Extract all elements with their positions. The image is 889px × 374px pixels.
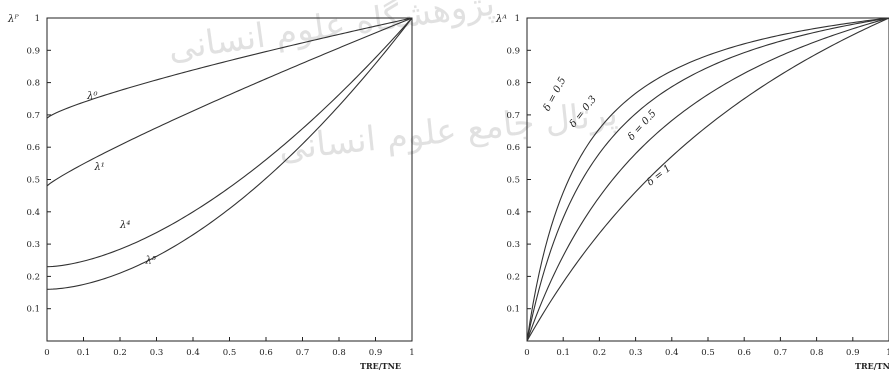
series-line <box>526 17 889 342</box>
series-line <box>526 17 889 342</box>
x-tick-label: 0.7 <box>774 348 788 358</box>
y-tick-label: 0.9 <box>506 46 520 56</box>
y-tick-label: 0.4 <box>506 208 520 218</box>
x-tick-label: 0 <box>524 348 529 358</box>
x-tick-label: 0.2 <box>593 348 607 358</box>
plot-frame <box>46 17 413 342</box>
series-label: λ¹ <box>93 162 104 173</box>
series-label: δ = 0.5 <box>626 108 659 143</box>
y-axis-label: λᴾ <box>7 14 19 25</box>
x-tick-label: 0.8 <box>810 348 824 358</box>
y-tick-label: 0.3 <box>506 240 520 250</box>
x-tick-label: 0.4 <box>665 348 679 358</box>
x-tick-label: 0.5 <box>223 348 237 358</box>
x-axis-label: TRE/TNE <box>855 361 889 371</box>
y-tick-label: 0.5 <box>506 176 520 186</box>
series-line <box>46 17 413 268</box>
series-label: λ⁰ <box>86 91 97 102</box>
y-tick-label: 0.3 <box>26 240 40 250</box>
series-line <box>526 17 889 342</box>
y-tick-label: 0.1 <box>26 305 40 315</box>
chart-left: 0 0.1 0.2 0.3 0.4 0.5 0.6 0.7 0.8 0.9 1 0.1 0.2 0.3 0.… <box>7 14 415 371</box>
x-tick-label: 0.1 <box>556 348 570 358</box>
x-axis-label: TRE/TNE <box>360 361 401 371</box>
x-tick-label: 0.9 <box>369 348 383 358</box>
x-tick-label: 1 <box>886 348 889 358</box>
y-axis-label: λᴬ <box>495 14 507 25</box>
series-label: λ⁵ <box>145 255 156 266</box>
x-tick-label: 0.5 <box>701 348 715 358</box>
x-tick-label: 0.6 <box>737 348 751 358</box>
series-line <box>46 17 413 290</box>
y-tick-label: 0.2 <box>26 272 40 282</box>
x-tick-label: 0.2 <box>113 348 127 358</box>
x-tick-label: 0.9 <box>846 348 860 358</box>
x-tick-label: 0.8 <box>332 348 346 358</box>
x-tick-label: 0.1 <box>77 348 91 358</box>
y-tick-label: 0.1 <box>506 305 520 315</box>
x-tick-label: 0.6 <box>259 348 273 358</box>
x-tick-label: 0.3 <box>150 348 164 358</box>
y-tick-label: 0.6 <box>26 143 40 153</box>
series-label: δ = 1 <box>645 163 673 188</box>
svg-text:پژوهشگاه علوم انسانی: پژوهشگاه علوم انسانی <box>166 0 497 69</box>
y-tick-label: 0.8 <box>506 79 520 89</box>
y-tick-label: 0.6 <box>506 143 520 153</box>
y-tick-label: 0.9 <box>26 46 40 56</box>
series-line <box>46 17 413 187</box>
y-tick-label: 0.5 <box>26 176 40 186</box>
y-tick-label: 0.2 <box>506 272 520 282</box>
series-line <box>526 17 889 342</box>
y-tick-label: 0.7 <box>506 111 520 121</box>
plot-frame <box>526 17 889 342</box>
y-tick-label: 1 <box>515 14 520 24</box>
y-tick-label: 0.4 <box>26 208 40 218</box>
x-tick-label: 0.7 <box>296 348 310 358</box>
chart-right: 0 0.1 0.2 0.3 0.4 0.5 0.6 0.7 0.8 0.9 1 0.1 0.2 0.3 0.… <box>495 14 889 371</box>
y-tick-label: 0.7 <box>26 111 40 121</box>
y-tick-label: 1 <box>35 14 40 24</box>
x-tick-label: 1 <box>409 348 414 358</box>
x-tick-label: 0 <box>44 348 49 358</box>
y-tick-label: 0.8 <box>26 79 40 89</box>
x-tick-label: 0.4 <box>186 348 200 358</box>
series-label: λ⁴ <box>119 220 130 231</box>
series-line <box>46 17 413 119</box>
x-tick-label: 0.3 <box>629 348 643 358</box>
